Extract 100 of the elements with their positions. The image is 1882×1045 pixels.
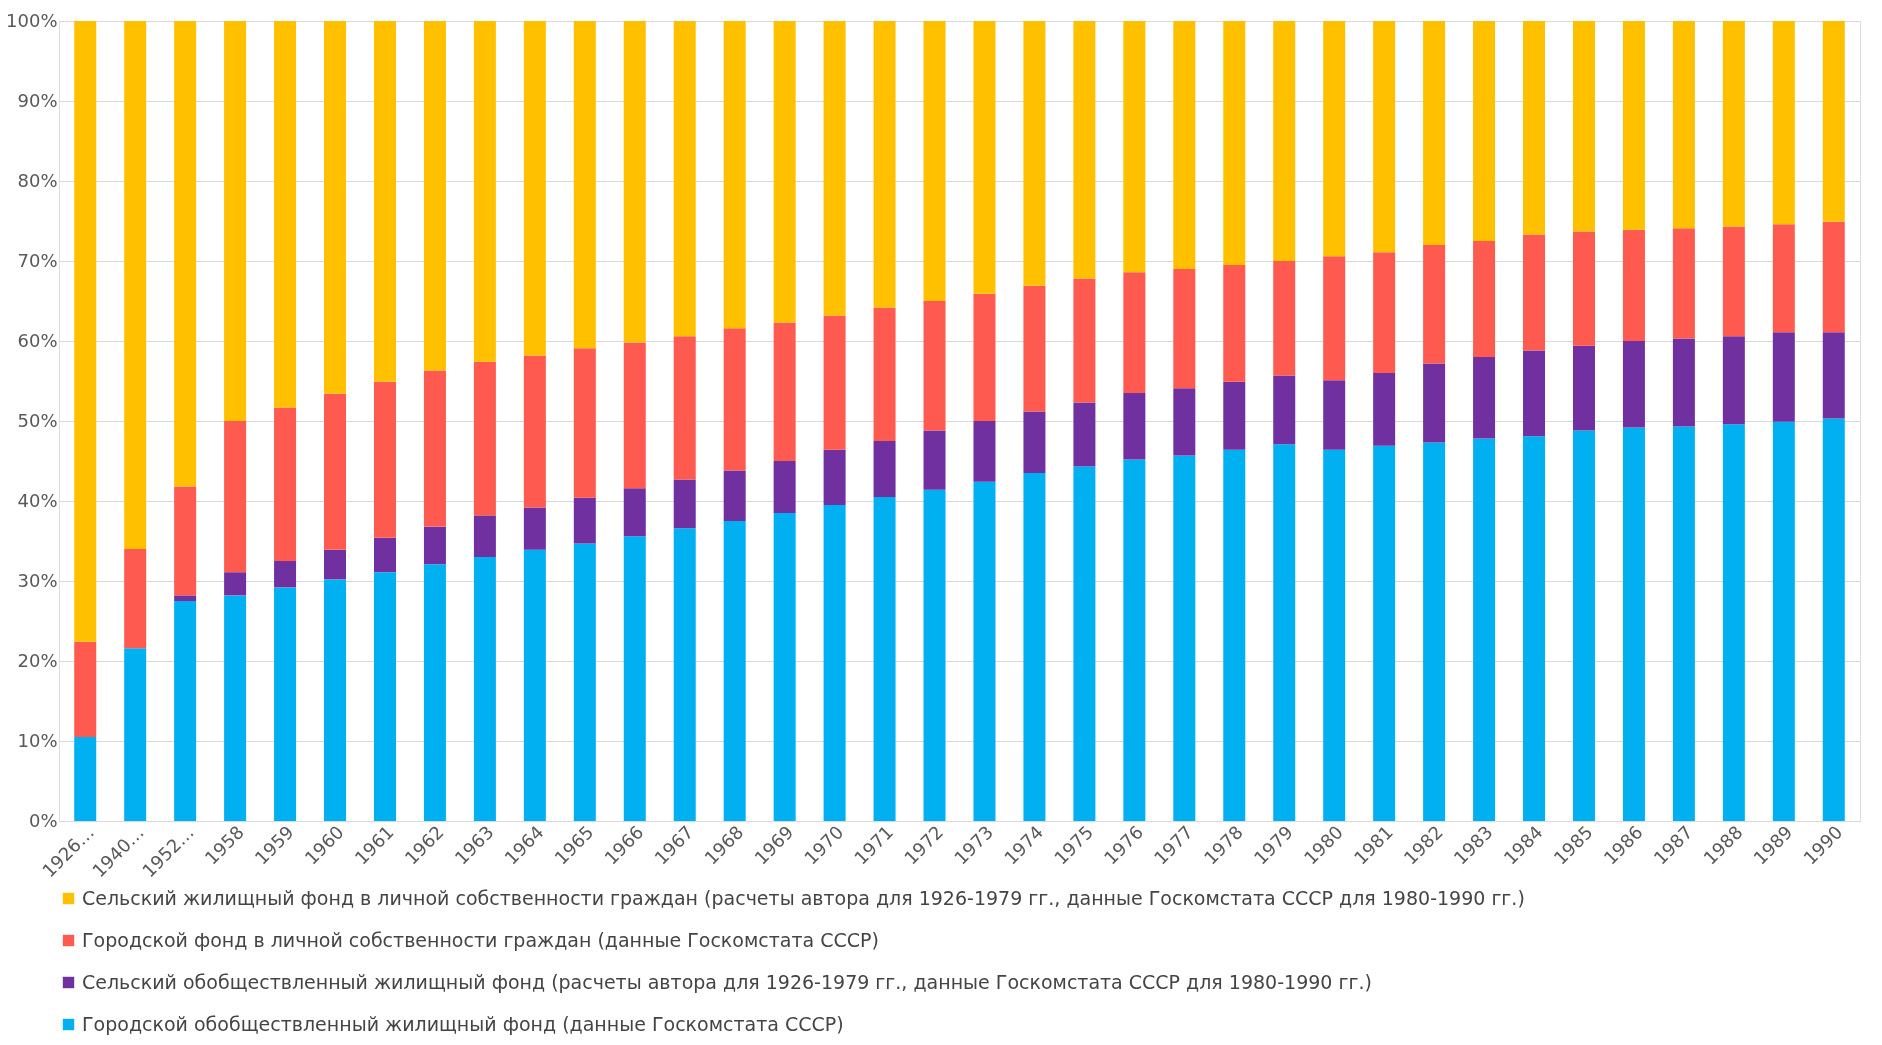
bar xyxy=(823,315,846,450)
bar xyxy=(423,564,446,821)
bar xyxy=(723,21,746,329)
bar xyxy=(673,528,696,821)
bar xyxy=(174,601,197,821)
bar xyxy=(1822,21,1845,222)
bar xyxy=(1672,21,1695,229)
bar xyxy=(1722,21,1745,227)
bar xyxy=(1672,426,1695,821)
bar xyxy=(373,537,396,573)
bar xyxy=(1023,473,1046,821)
bar xyxy=(174,595,197,601)
bar xyxy=(1423,245,1446,364)
bar xyxy=(423,526,446,565)
bar xyxy=(773,322,796,461)
bar xyxy=(573,543,596,821)
bar xyxy=(623,342,646,489)
bar xyxy=(1123,272,1146,393)
bar xyxy=(1622,21,1645,230)
y-tick-label: 0% xyxy=(28,809,58,831)
legend-label: Городской фонд в личной собственности граждан (данные Госкомстата СССР) xyxy=(82,928,879,951)
bar xyxy=(1523,436,1546,821)
bar xyxy=(1073,402,1096,467)
bar xyxy=(523,355,546,508)
bar xyxy=(174,486,197,596)
bar xyxy=(1822,332,1845,419)
bar xyxy=(823,505,846,821)
bar xyxy=(1223,265,1246,382)
bar xyxy=(923,301,946,431)
bar xyxy=(473,515,496,557)
bar xyxy=(324,549,347,580)
bar xyxy=(1423,363,1446,443)
bar xyxy=(1073,466,1096,821)
legend-label: Сельский жилищный фонд в личной собственности граждан (расчеты автора для 1926-1979 гг., данные Госкомстата СССР для 1980-1990 гг.) xyxy=(82,886,1525,909)
bar xyxy=(1473,21,1496,241)
y-tick-label: 70% xyxy=(17,249,58,271)
bar xyxy=(1223,449,1246,821)
bar xyxy=(723,328,746,471)
bar xyxy=(1473,357,1496,439)
bar xyxy=(1523,234,1546,351)
bar xyxy=(1023,411,1046,473)
bar xyxy=(773,461,796,513)
bar xyxy=(1323,256,1346,381)
y-tick-label: 10% xyxy=(17,729,58,751)
bar xyxy=(224,421,247,573)
bar xyxy=(1323,21,1346,257)
bar xyxy=(773,513,796,821)
bar xyxy=(1173,269,1196,389)
bar xyxy=(823,21,846,316)
bar xyxy=(1073,21,1096,279)
bar xyxy=(573,497,596,544)
bar xyxy=(274,561,297,588)
bar xyxy=(1173,21,1196,269)
bar xyxy=(1572,21,1595,232)
bar xyxy=(1572,430,1595,821)
bar xyxy=(1772,332,1795,422)
bar xyxy=(1722,226,1745,337)
bar xyxy=(623,536,646,821)
bar xyxy=(923,430,946,490)
bar xyxy=(1023,285,1046,412)
bar xyxy=(1373,373,1396,446)
legend-label: Сельский обобществленный жилищный фонд (расчеты автора для 1926-1979 гг., данные Госкомстата СССР для 1980-1990 гг.) xyxy=(82,970,1372,993)
bar xyxy=(873,307,896,441)
bar xyxy=(124,21,147,549)
bar xyxy=(1373,445,1396,821)
bar xyxy=(124,549,147,649)
bar xyxy=(1473,438,1496,821)
bar xyxy=(324,21,347,394)
bar xyxy=(1423,442,1446,821)
bar xyxy=(274,407,297,561)
bar xyxy=(324,393,347,550)
bar xyxy=(973,21,996,294)
bar xyxy=(373,381,396,538)
bar xyxy=(124,648,147,821)
bar xyxy=(723,521,746,821)
bar xyxy=(1622,427,1645,821)
bar xyxy=(1622,229,1645,341)
bar xyxy=(274,21,297,408)
bar xyxy=(1273,375,1296,445)
bar xyxy=(473,21,496,362)
bar xyxy=(573,348,596,498)
bar xyxy=(723,470,746,521)
bar xyxy=(1622,341,1645,428)
bar xyxy=(773,21,796,323)
bar xyxy=(873,497,896,821)
bar xyxy=(1223,381,1246,450)
bar xyxy=(423,21,446,371)
bar xyxy=(1123,21,1146,273)
bar xyxy=(973,293,996,421)
bar xyxy=(973,421,996,482)
bar xyxy=(224,572,247,596)
bar xyxy=(523,549,546,821)
bar xyxy=(673,479,696,529)
bar xyxy=(74,641,97,737)
bar xyxy=(1822,418,1845,821)
bar xyxy=(1523,21,1546,235)
bar xyxy=(973,481,996,821)
bar xyxy=(1822,221,1845,333)
bar xyxy=(1123,459,1146,821)
bar xyxy=(1273,21,1296,261)
